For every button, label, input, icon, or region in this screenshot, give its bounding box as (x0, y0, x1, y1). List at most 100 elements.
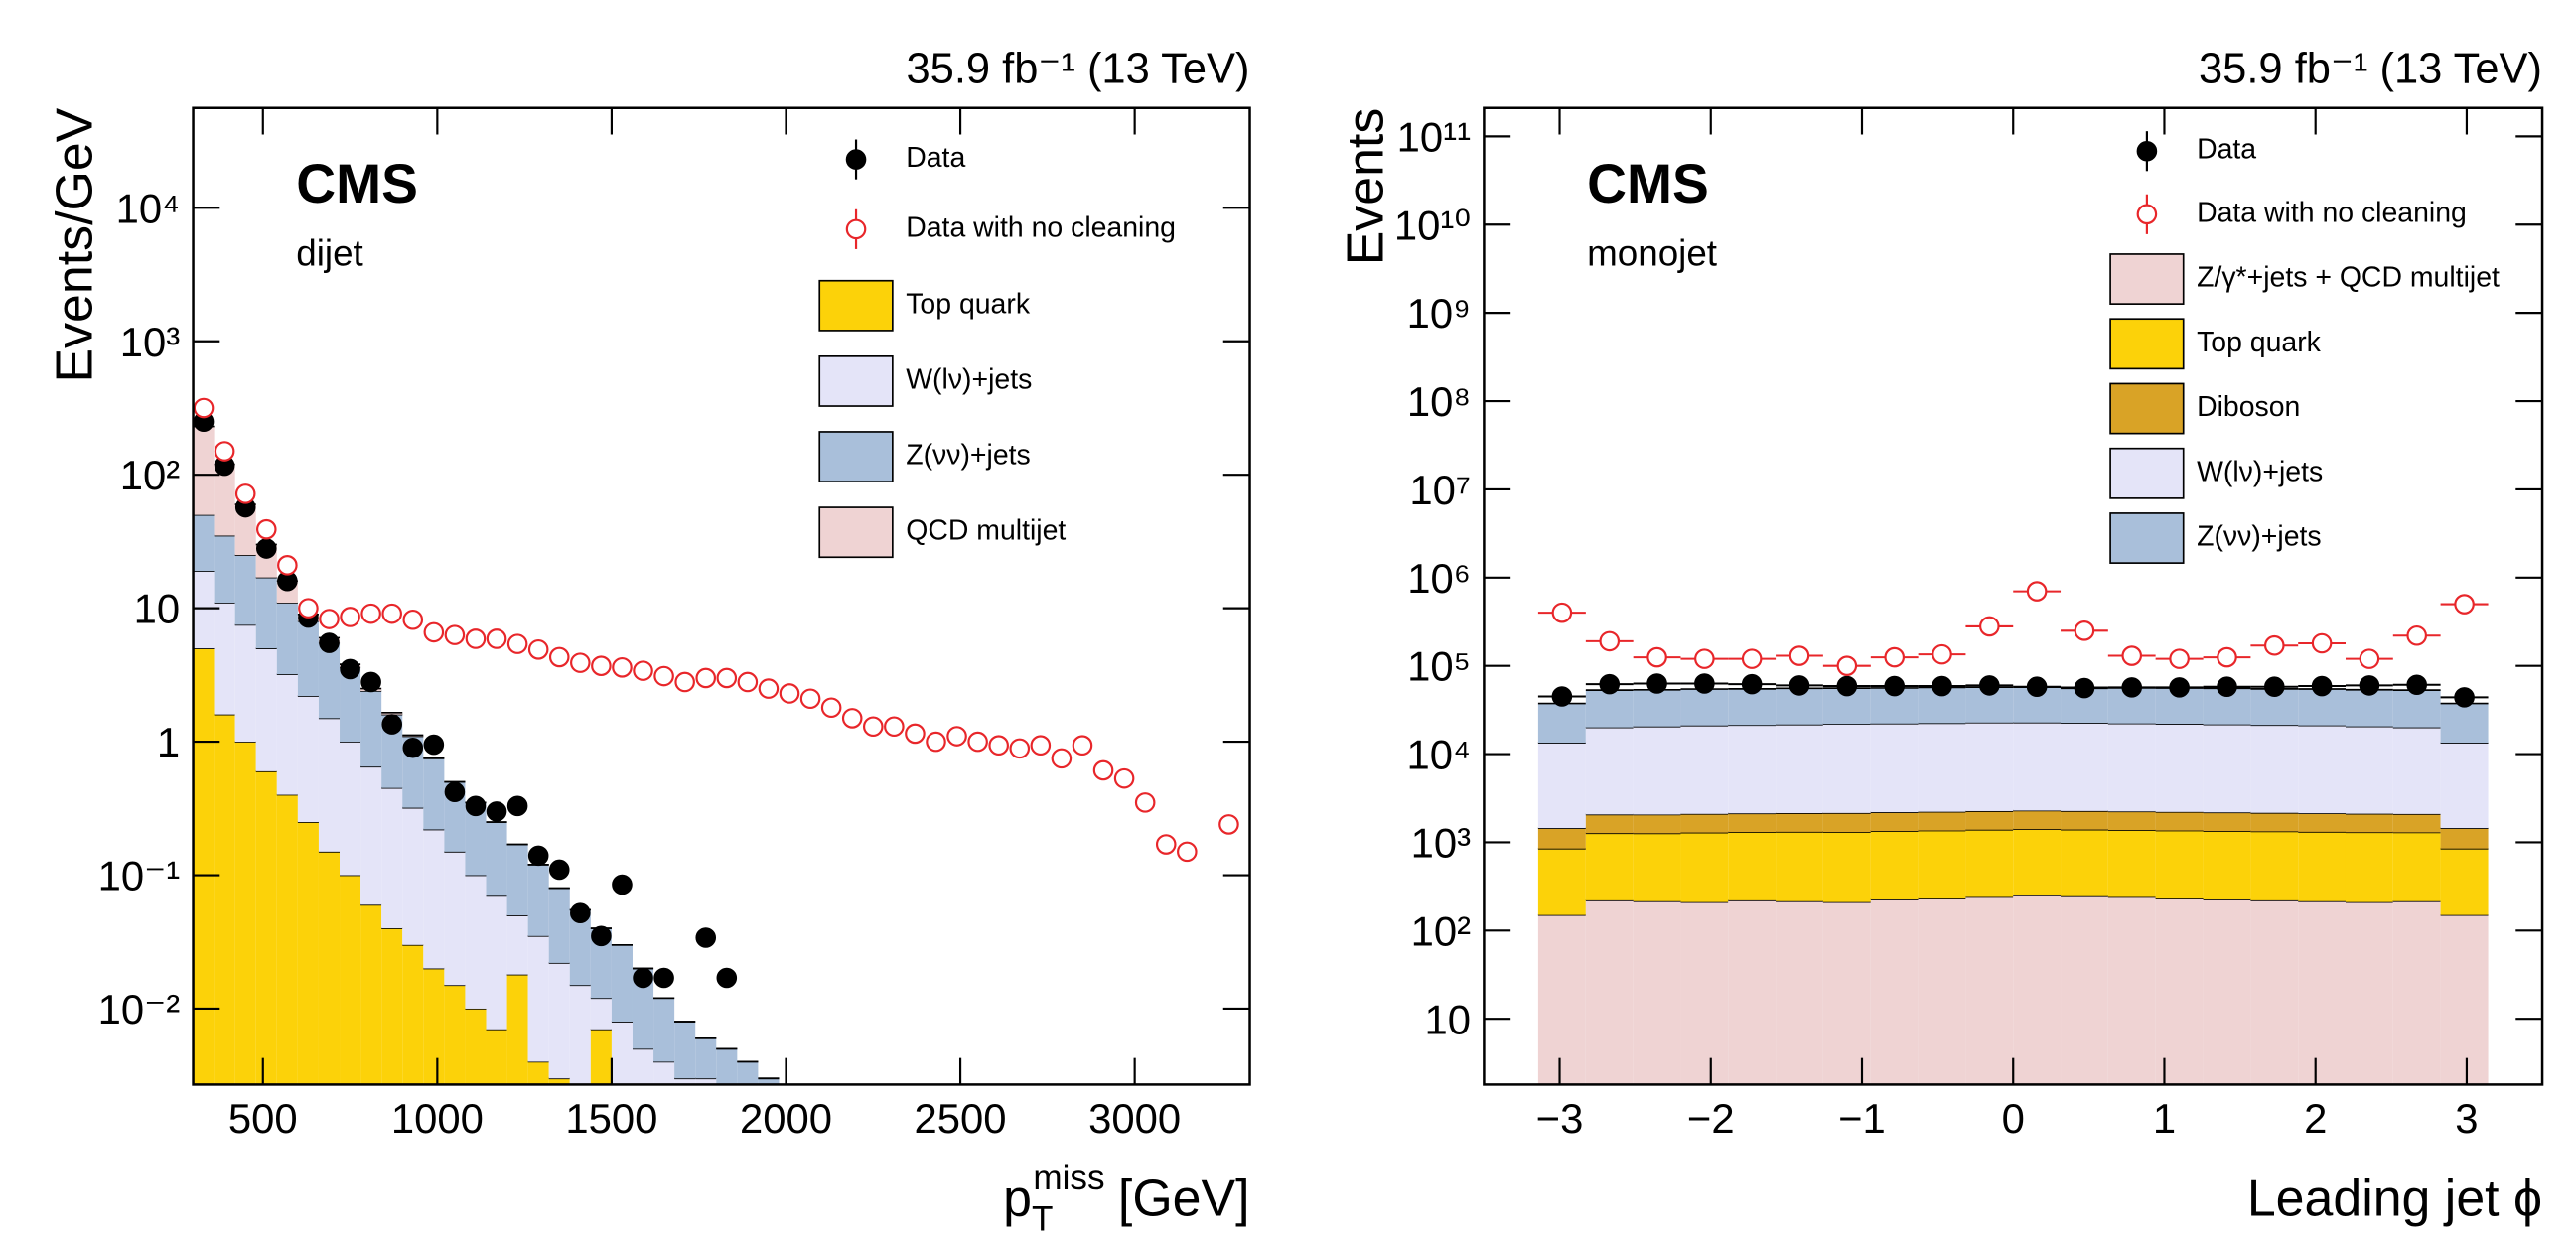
x-axis-sup: miss (1033, 1159, 1104, 1197)
stack-bar (2013, 895, 2062, 1085)
stack-bar (2392, 900, 2441, 1085)
open-marker (926, 731, 946, 753)
stack-bar (340, 667, 361, 743)
stack-bar (297, 620, 319, 697)
x-tick-label: 500 (228, 1095, 298, 1142)
open-marker (1646, 646, 1667, 668)
open-marker (2359, 648, 2380, 669)
stack-bar (590, 928, 612, 999)
stack-bar (2203, 899, 2251, 1085)
stack-bar (2061, 895, 2108, 1085)
open-marker (591, 655, 612, 676)
open-marker (988, 735, 1009, 756)
x-tick-label: 0 (2002, 1095, 2025, 1142)
stack-bar (1728, 688, 1777, 726)
stack-bar (1633, 833, 1681, 901)
stack-bar (2345, 901, 2393, 1085)
stack-bar (465, 1008, 487, 1085)
open-marker (277, 555, 298, 576)
stack-bar (2298, 725, 2346, 814)
legend-marker (845, 149, 867, 170)
data-marker (2121, 677, 2143, 698)
stack-bar (381, 928, 403, 1085)
stack-bar (1633, 689, 1681, 727)
stack-bar (276, 794, 298, 1085)
open-marker (716, 667, 738, 689)
stack-bar (569, 909, 591, 986)
y-tick-label: 10 (1425, 996, 1472, 1042)
stack-bar (695, 1078, 717, 1085)
data-marker (1551, 686, 1573, 707)
legend-label: Z(νν)+jets (906, 440, 1031, 472)
legend-marker (2136, 204, 2158, 225)
stack-bar (276, 603, 298, 675)
data-marker (2406, 674, 2427, 696)
stack-bar (234, 555, 256, 625)
plot-area (1537, 581, 2489, 1085)
stack-bar (674, 1078, 696, 1085)
data-marker (548, 859, 570, 881)
stack-bar (1918, 811, 1966, 831)
stack-bar (193, 514, 215, 572)
stack-bar (1537, 703, 1586, 744)
stack-bar (737, 1061, 759, 1085)
stack-bar (2440, 848, 2489, 915)
open-marker (486, 628, 507, 649)
open-marker (2169, 648, 2190, 669)
stack-bar (360, 766, 382, 905)
data-marker (2074, 677, 2095, 699)
stack-bar (2392, 690, 2441, 728)
stack-bar (1870, 812, 1919, 832)
y-axis-title: Events (1336, 108, 1393, 266)
stack-bar (1537, 914, 1586, 1085)
open-marker (674, 671, 695, 693)
stack-bar (318, 718, 341, 852)
stack-bar (2250, 831, 2299, 900)
open-marker (2074, 620, 2095, 641)
open-marker (340, 607, 360, 627)
data-marker (1979, 675, 2000, 696)
open-marker (1884, 646, 1906, 668)
x-tick-label: 2 (2304, 1095, 2327, 1142)
open-marker (465, 628, 487, 649)
stack-bar (1965, 829, 2014, 897)
stack-bar (1918, 723, 1966, 812)
open-marker (1551, 602, 1573, 623)
open-marker (381, 603, 402, 624)
open-marker (2026, 581, 2048, 602)
lumi-label: 35.9 fb⁻¹ (13 TeV) (2199, 46, 2542, 93)
open-marker (862, 716, 884, 738)
stack-bar (1728, 832, 1777, 900)
legend-swatch (2109, 382, 2185, 435)
stack-bar (2155, 811, 2204, 831)
open-marker (527, 639, 549, 660)
x-axis-unit: [GeV] (1118, 1170, 1250, 1227)
open-marker (633, 660, 653, 681)
y-tick-label: 10² (120, 452, 181, 498)
stack-bar (2061, 810, 2108, 830)
stack-bar (758, 1078, 780, 1085)
y-tick-label: 10⁻² (98, 986, 181, 1032)
data-marker (255, 538, 277, 559)
y-tick-label: 10⁴ (116, 185, 180, 231)
stack-bar (611, 944, 633, 1022)
data-marker (1646, 673, 1667, 694)
stack-bar (318, 642, 341, 719)
data-marker (633, 967, 653, 989)
x-tick-label: 3000 (1088, 1095, 1181, 1142)
y-tick-label: 10³ (120, 319, 181, 365)
open-marker (193, 397, 215, 419)
stack-bar (276, 674, 298, 795)
stack-bar (1776, 831, 1823, 901)
stack-bar (569, 985, 591, 1085)
plot-area (193, 397, 1239, 1085)
legend-swatch (818, 279, 894, 332)
data-marker (1599, 673, 1621, 695)
data-marker (486, 801, 507, 822)
stack-bar (1680, 901, 1729, 1085)
open-marker (2121, 645, 2143, 666)
y-axis-title: Events/GeV (45, 107, 102, 382)
data-marker (2264, 676, 2285, 698)
stack-bar (255, 577, 277, 649)
